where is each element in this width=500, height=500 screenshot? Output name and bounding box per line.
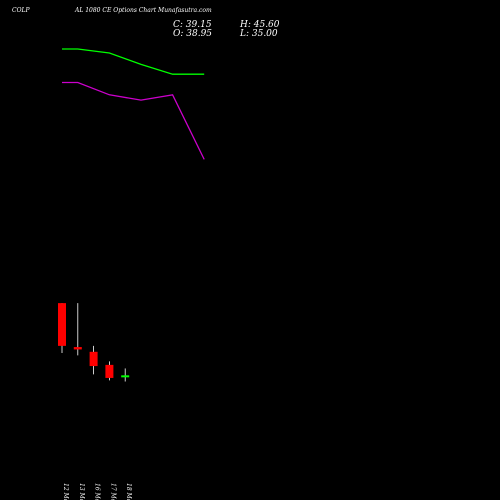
candle-body — [89, 351, 98, 367]
close-value: C: 39.15 — [173, 20, 212, 30]
candle-body — [105, 364, 114, 378]
moving-average-lines — [62, 48, 205, 160]
x-axis-labels: 12 Mar 13 Mar 16 Mar 17 Mar 18 Mar — [62, 483, 132, 500]
ma-line-short — [62, 48, 205, 75]
x-tick-label: 18 Mar — [125, 483, 132, 500]
open-value: O: 38.95 — [173, 29, 213, 39]
candle-body — [121, 375, 130, 378]
symbol-label: COLP — [12, 7, 30, 14]
x-tick-label: 12 Mar — [62, 483, 69, 500]
x-tick-label: 13 Mar — [78, 483, 85, 500]
high-value: H: 45.60 — [240, 20, 280, 30]
chart-title: AL 1080 CE Options Chart Munafasutra.com — [75, 7, 212, 14]
candle-body — [73, 347, 82, 350]
x-tick-label: 17 Mar — [109, 483, 116, 500]
candlesticks — [58, 303, 130, 382]
candle-body — [58, 303, 66, 346]
ma-line-long — [62, 81, 205, 160]
x-tick-label: 16 Mar — [94, 483, 101, 500]
low-value: L: 35.00 — [240, 29, 278, 39]
